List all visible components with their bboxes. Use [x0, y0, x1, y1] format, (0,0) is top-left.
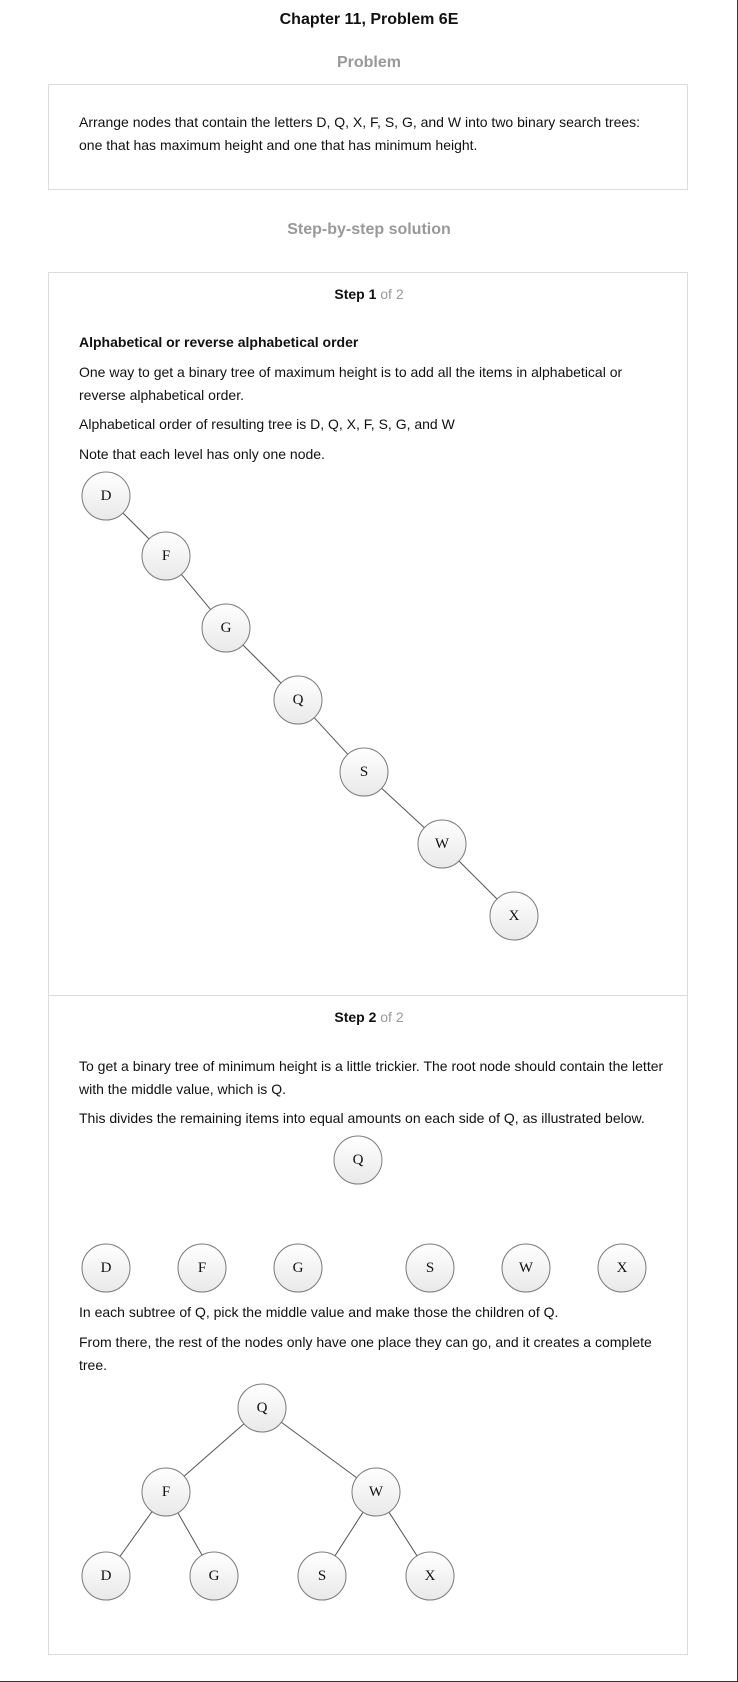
tree-edge [122, 512, 150, 540]
tree-node-label: F [162, 1484, 170, 1500]
page-title: Chapter 11, Problem 6E [279, 11, 459, 28]
tree-node-w: W [351, 1467, 401, 1517]
tree-node-circle [351, 1467, 401, 1517]
tree-node-label: G [209, 1568, 220, 1584]
tree-edge [183, 1423, 245, 1477]
tree-node-circle [501, 1243, 551, 1293]
tree-node-label: G [221, 620, 232, 636]
step-2-paragraph-3: In each subtree of Q, pick the middle va… [79, 1304, 559, 1320]
tree-node-circle [81, 1551, 131, 1601]
split-root-node: Q [333, 1135, 383, 1185]
tree-edge [313, 717, 349, 755]
tree-node-circle [339, 747, 389, 797]
tree-node-circle [189, 1551, 239, 1601]
tree-node-circle [273, 675, 323, 725]
tree-node-circle [417, 819, 467, 869]
step-1-label: Step 1 of 2 [0, 286, 738, 302]
problem-box [48, 84, 688, 190]
tree-node-x: X [405, 1551, 455, 1601]
step-2-label: Step 2 of 2 [0, 1009, 738, 1025]
tree-node-circle [273, 1243, 323, 1293]
split-node-s: S [405, 1243, 455, 1293]
tree-node-label: X [509, 908, 520, 924]
step-1-total: of 2 [380, 286, 404, 302]
split-node-f: F [177, 1243, 227, 1293]
tree-node-circle [177, 1243, 227, 1293]
tree-node-g: G [201, 603, 251, 653]
tree-node-circle [141, 1467, 191, 1517]
tree-node-circle [141, 531, 191, 581]
split-node-g: G [273, 1243, 323, 1293]
tree-node-label: X [425, 1568, 436, 1584]
tree-node-circle [405, 1551, 455, 1601]
step-2-paragraph-1: To get a binary tree of minimum height i… [79, 1058, 664, 1097]
tree-node-d: D [81, 1551, 131, 1601]
tree-node-label: W [369, 1484, 384, 1500]
tree-node-label: D [101, 1568, 112, 1584]
tree-node-circle [597, 1243, 647, 1293]
tree-root-node: Q [237, 1383, 287, 1433]
tree-node-circle [237, 1383, 287, 1433]
tree-edge [281, 1421, 357, 1479]
tree-node-circle [333, 1135, 383, 1185]
tree-node-label: S [426, 1260, 434, 1276]
tree-node-circle [81, 471, 131, 521]
tree-node-w: W [417, 819, 467, 869]
tree-node-label: D [101, 488, 112, 504]
tree-node-f: F [141, 1467, 191, 1517]
tree-node-label: F [162, 548, 170, 564]
step-1-number: Step 1 [334, 286, 377, 302]
split-node-w: W [501, 1243, 551, 1293]
step-1-subheading: Alphabetical or reverse alphabetical ord… [79, 334, 359, 350]
tree-node-x: X [489, 891, 539, 941]
step-2-paragraph-4: From there, the rest of the nodes only h… [79, 1334, 652, 1373]
tree-edge [458, 860, 498, 900]
tree-node-circle [297, 1551, 347, 1601]
solution-box [48, 272, 688, 1655]
tree-node-label: Q [257, 1400, 268, 1416]
tree-node-label: Q [353, 1152, 364, 1168]
step-1-paragraph-3: Note that each level has only one node. [79, 446, 325, 462]
tree-node-label: Q [293, 692, 304, 708]
tree-edge [381, 787, 425, 829]
tree-node-q: Q [273, 675, 323, 725]
step-2-total: of 2 [380, 1009, 404, 1025]
tree-edge [388, 1511, 418, 1557]
tree-node-d: D [81, 471, 131, 521]
step-1-paragraph-1: One way to get a binary tree of maximum … [79, 364, 623, 403]
split-node-d: D [81, 1243, 131, 1293]
split-node-x: X [597, 1243, 647, 1293]
tree-node-label: G [293, 1260, 304, 1276]
step-2-number: Step 2 [334, 1009, 377, 1025]
tree-edge [119, 1511, 153, 1557]
problem-text: Arrange nodes that contain the letters D… [79, 114, 641, 153]
tree-node-label: F [198, 1260, 206, 1276]
tree-edge [242, 644, 282, 684]
tree-node-label: X [617, 1260, 628, 1276]
step-1-paragraph-2: Alphabetical order of resulting tree is … [79, 416, 455, 432]
step-divider [48, 995, 688, 996]
tree-node-label: S [360, 764, 368, 780]
tree-node-label: W [519, 1260, 534, 1276]
tree-node-s: S [339, 747, 389, 797]
solution-heading: Step-by-step solution [287, 221, 451, 238]
problem-heading: Problem [336, 54, 401, 71]
tree-node-f: F [141, 531, 191, 581]
tree-node-circle [81, 1243, 131, 1293]
tree-node-label: W [435, 836, 450, 852]
tree-edge [180, 574, 212, 610]
step-2-paragraph-2: This divides the remaining items into eq… [79, 1110, 645, 1126]
tree-node-circle [489, 891, 539, 941]
tree-node-g: G [189, 1551, 239, 1601]
tree-node-circle [201, 603, 251, 653]
tree-node-label: S [318, 1568, 326, 1584]
tree-node-label: D [101, 1260, 112, 1276]
tree-node-circle [405, 1243, 455, 1293]
tree-edge [177, 1512, 203, 1556]
tree-node-s: S [297, 1551, 347, 1601]
tree-edge [334, 1511, 364, 1557]
